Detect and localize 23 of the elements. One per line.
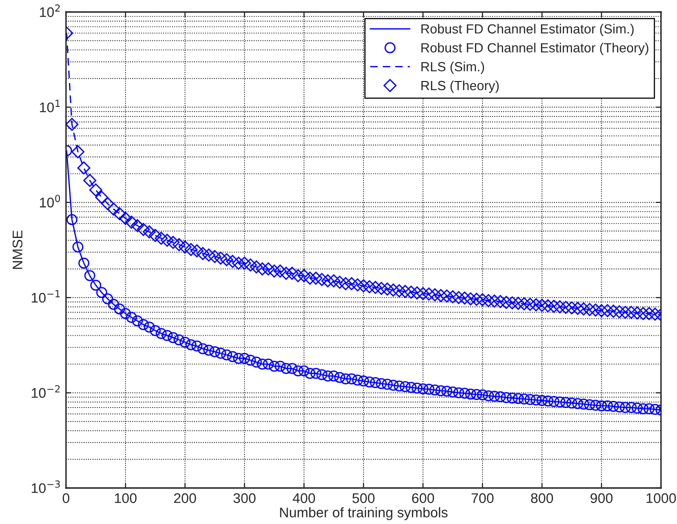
y-tick-label: 10$^{1}$: [40, 100, 60, 112]
x-tick-label: 700: [472, 493, 494, 504]
y-tick-label: 10$^{−2}$: [32, 385, 60, 398]
legend-label: Robust FD Channel Estimator (Theory): [421, 42, 648, 56]
y-tick-label: 10$^{0}$: [40, 194, 60, 208]
x-tick-label: 500: [352, 493, 375, 504]
x-tick-label: 1000: [646, 493, 676, 504]
legend-label: RLS (Theory): [421, 80, 499, 93]
x-tick-label: 600: [412, 493, 434, 504]
x-tick-label: 100: [114, 493, 137, 504]
x-tick-label: 900: [590, 493, 613, 504]
x-tick-label: 300: [233, 493, 256, 504]
legend-label: RLS (Sim.): [421, 62, 484, 74]
y-axis-title: NMSE: [12, 230, 22, 269]
x-tick-label: 400: [292, 493, 316, 504]
y-tick-label: 10$^{−1}$: [32, 290, 60, 303]
y-tick-label: 10$^{−3}$: [32, 480, 60, 494]
x-tick-label: 800: [531, 493, 554, 504]
x-tick-label: 0: [62, 493, 70, 504]
x-axis-title: Number of training symbols: [280, 507, 448, 520]
x-tick-label: 200: [174, 493, 196, 504]
y-tick-label: 10$^{2}$: [40, 4, 60, 18]
legend-label: Robust FD Channel Estimator (Sim.): [421, 24, 634, 36]
